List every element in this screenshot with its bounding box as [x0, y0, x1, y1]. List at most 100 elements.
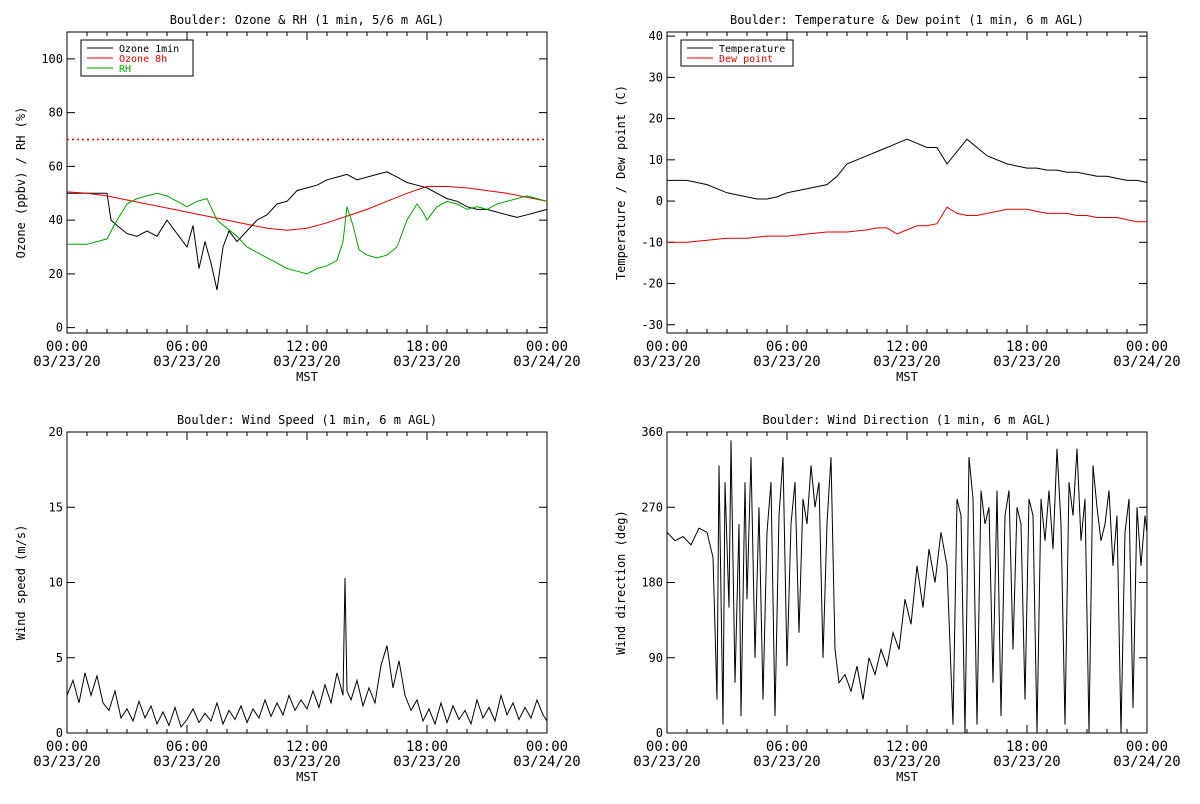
x-tick-date-label: 03/24/20	[1113, 754, 1180, 770]
x-tick-date-label: 03/23/20	[393, 754, 460, 770]
y-axis-label: Temperature / Dew point (C)	[614, 85, 628, 280]
x-tick-time-label: 00:00	[526, 339, 568, 355]
legend-entry: Dew point	[719, 54, 773, 65]
y-tick-label: 40	[49, 213, 63, 227]
x-axis-label: MST	[896, 370, 918, 384]
x-tick-date-label: 03/23/20	[153, 754, 220, 770]
x-tick-date-label: 03/23/20	[633, 754, 700, 770]
y-tick-label: 15	[49, 500, 63, 514]
x-tick-date-label: 03/23/20	[873, 354, 940, 370]
x-tick-date-label: 03/24/20	[513, 354, 580, 370]
x-tick-time-label: 06:00	[166, 739, 208, 755]
series-line-ozone-1min	[67, 171, 548, 291]
x-tick-date-label: 03/23/20	[273, 754, 340, 770]
x-tick-time-label: 18:00	[406, 339, 448, 355]
x-axis-label: MST	[296, 370, 318, 384]
series-line-data	[66, 577, 548, 729]
x-tick-time-label: 18:00	[1006, 739, 1048, 755]
y-tick-label: -20	[641, 277, 663, 291]
series-line-temperature	[667, 138, 1148, 200]
x-tick-time-label: 00:00	[1126, 739, 1168, 755]
chart-title: Boulder: Wind Speed (1 min, 6 m AGL)	[177, 413, 437, 427]
y-tick-label: 80	[49, 106, 63, 120]
legend-box	[680, 39, 794, 67]
plot-frame	[66, 31, 548, 334]
chart-title: Boulder: Temperature & Dew point (1 min,…	[730, 13, 1084, 27]
x-axis-label: MST	[896, 770, 918, 784]
x-tick-time-label: 00:00	[1126, 339, 1168, 355]
x-tick-time-label: 06:00	[766, 739, 808, 755]
chart-panel-1: Boulder: Ozone & RH (1 min, 5/6 m AGL) 0 2…	[14, 13, 581, 384]
y-tick-label: 20	[649, 112, 663, 126]
x-tick-date-label: 03/24/20	[1113, 354, 1180, 370]
x-tick-time-label: 12:00	[286, 339, 328, 355]
x-axis-label: MST	[296, 770, 318, 784]
legend-entry: RH	[119, 64, 131, 75]
y-tick-label: 5	[56, 651, 63, 665]
x-tick-time-label: 00:00	[46, 739, 88, 755]
y-tick-label: 0	[656, 726, 663, 740]
series-line-data	[666, 440, 1148, 734]
y-tick-label: 180	[641, 576, 663, 590]
plot-frame	[66, 431, 548, 734]
y-tick-label: 20	[49, 267, 63, 281]
x-tick-time-label: 06:00	[166, 339, 208, 355]
x-tick-time-label: 00:00	[526, 739, 568, 755]
y-axis-label: Ozone (ppbv) / RH (%)	[14, 107, 28, 259]
x-tick-date-label: 03/23/20	[753, 754, 820, 770]
x-tick-time-label: 00:00	[46, 339, 88, 355]
y-tick-label: 10	[49, 576, 63, 590]
y-tick-label: -30	[641, 318, 663, 332]
y-tick-label: -10	[641, 235, 663, 249]
x-tick-time-label: 12:00	[886, 739, 928, 755]
y-axis-label: Wind direction (deg)	[614, 510, 628, 655]
chart-title: Boulder: Ozone & RH (1 min, 5/6 m AGL)	[170, 13, 445, 27]
y-tick-label: 270	[641, 500, 663, 514]
x-tick-time-label: 12:00	[286, 739, 328, 755]
chart-panel-4: Boulder: Wind Direction (1 min, 6 m AGL)…	[614, 413, 1181, 784]
y-tick-label: 60	[49, 159, 63, 173]
legend-entry: Ozone 1min	[119, 44, 179, 55]
legend-entry: Temperature	[719, 44, 785, 55]
x-tick-date-label: 03/23/20	[993, 354, 1060, 370]
y-tick-label: 20	[49, 425, 63, 439]
y-tick-label: 360	[641, 425, 663, 439]
y-tick-label: 100	[41, 52, 63, 66]
x-tick-date-label: 03/23/20	[33, 754, 100, 770]
x-tick-time-label: 00:00	[646, 739, 688, 755]
x-tick-date-label: 03/23/20	[393, 354, 460, 370]
x-tick-time-label: 00:00	[646, 339, 688, 355]
x-tick-time-label: 18:00	[1006, 339, 1048, 355]
chart-panel-2: Boulder: Temperature & Dew point (1 min,…	[614, 13, 1181, 384]
x-tick-date-label: 03/23/20	[273, 354, 340, 370]
x-tick-date-label: 03/24/20	[513, 754, 580, 770]
chart-panel-3: Boulder: Wind Speed (1 min, 6 m AGL) 0 5 10…	[14, 413, 581, 784]
x-tick-date-label: 03/23/20	[633, 354, 700, 370]
x-tick-date-label: 03/23/20	[153, 354, 220, 370]
series-line-dew-point	[667, 206, 1147, 243]
series-line-rh	[67, 192, 548, 275]
x-tick-date-label: 03/23/20	[993, 754, 1060, 770]
x-tick-time-label: 12:00	[886, 339, 928, 355]
x-tick-time-label: 18:00	[406, 739, 448, 755]
y-tick-label: 0	[56, 321, 63, 335]
y-tick-label: 0	[656, 194, 663, 208]
series-line-ozone-8h	[66, 186, 548, 231]
y-tick-label: 0	[56, 726, 63, 740]
chart-title: Boulder: Wind Direction (1 min, 6 m AGL)	[763, 413, 1052, 427]
y-tick-label: 40	[649, 29, 663, 43]
y-tick-label: 30	[649, 70, 663, 84]
y-axis-label: Wind speed (m/s)	[14, 525, 28, 641]
x-tick-time-label: 06:00	[766, 339, 808, 355]
x-tick-date-label: 03/23/20	[753, 354, 820, 370]
legend-entry: Ozone 8h	[119, 54, 167, 65]
plot-frame	[666, 31, 1148, 334]
y-tick-label: 90	[649, 651, 663, 665]
x-tick-date-label: 03/23/20	[33, 354, 100, 370]
y-tick-label: 10	[649, 153, 663, 167]
x-tick-date-label: 03/23/20	[873, 754, 940, 770]
